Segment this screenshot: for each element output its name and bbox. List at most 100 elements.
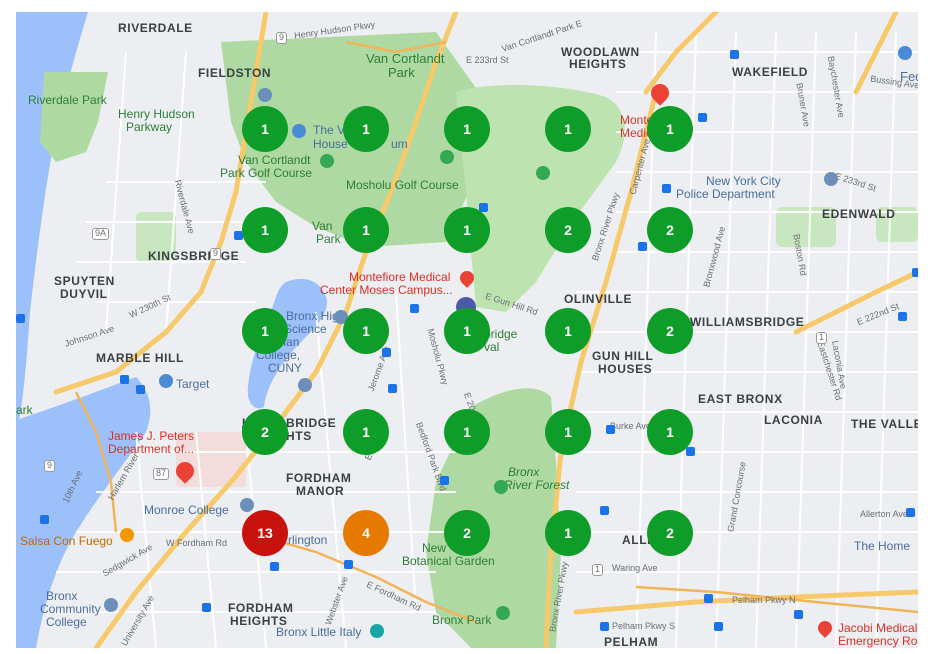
label-bronx-little-italy: Bronx Little Italy bbox=[276, 625, 362, 639]
cluster-marker[interactable]: 13 bbox=[242, 510, 288, 556]
transit-icon[interactable] bbox=[912, 268, 918, 277]
label-pelham: PELHAM bbox=[604, 635, 659, 648]
route-1-shield-top: 1 bbox=[816, 332, 828, 344]
transit-icon[interactable] bbox=[704, 594, 713, 603]
cluster-marker[interactable]: 1 bbox=[242, 308, 288, 354]
cluster-marker[interactable]: 2 bbox=[545, 207, 591, 253]
transit-icon[interactable] bbox=[794, 610, 803, 619]
golf-icon[interactable] bbox=[320, 154, 334, 168]
cluster-marker[interactable]: 1 bbox=[545, 510, 591, 556]
label-the-home: The Home bbox=[854, 539, 911, 553]
cluster-marker[interactable]: 1 bbox=[545, 106, 591, 152]
label-w-fordham-rd: W Fordham Rd bbox=[166, 538, 228, 548]
cluster-marker[interactable]: 2 bbox=[444, 510, 490, 556]
label-monroe-college: Monroe College bbox=[144, 503, 229, 517]
label-lehman-3: CUNY bbox=[268, 361, 303, 375]
label-van-park-2: Park bbox=[316, 232, 341, 246]
map-canvas[interactable]: RIVERDALE FIELDSTON Riverdale Park Henry… bbox=[16, 12, 918, 648]
transit-icon[interactable] bbox=[906, 508, 915, 517]
transit-icon[interactable] bbox=[40, 515, 49, 524]
attraction-icon[interactable] bbox=[370, 624, 384, 638]
label-pelham-pkwy-s: Pelham Pkwy S bbox=[612, 621, 676, 631]
label-allerton-ave: Allerton Ave bbox=[860, 509, 908, 519]
transit-icon[interactable] bbox=[638, 242, 647, 251]
cluster-marker[interactable]: 1 bbox=[647, 106, 693, 152]
cluster-marker[interactable]: 1 bbox=[343, 308, 389, 354]
transit-icon[interactable] bbox=[698, 113, 707, 122]
cluster-marker[interactable]: 1 bbox=[444, 409, 490, 455]
poi-icon[interactable] bbox=[898, 46, 912, 60]
label-new-botanical-1: New bbox=[422, 541, 447, 555]
transit-icon[interactable] bbox=[606, 425, 615, 434]
shopping-icon[interactable] bbox=[159, 374, 173, 388]
label-waring-ave: Waring Ave bbox=[612, 563, 658, 573]
transit-icon[interactable] bbox=[344, 560, 353, 569]
cluster-marker[interactable]: 1 bbox=[444, 308, 490, 354]
park-icon[interactable] bbox=[496, 606, 510, 620]
cluster-marker[interactable]: 1 bbox=[545, 409, 591, 455]
college-icon[interactable] bbox=[240, 498, 254, 512]
transit-icon[interactable] bbox=[120, 375, 129, 384]
school-icon[interactable] bbox=[258, 88, 272, 102]
cluster-marker[interactable]: 1 bbox=[242, 207, 288, 253]
college-icon[interactable] bbox=[104, 598, 118, 612]
label-williamsbridge: WILLIAMSBRIDGE bbox=[690, 315, 805, 329]
cluster-marker[interactable]: 1 bbox=[343, 207, 389, 253]
label-house-2: House bbox=[313, 137, 348, 151]
label-bronx-college-1: Bronx bbox=[46, 589, 78, 603]
cemetery-icon[interactable] bbox=[536, 166, 550, 180]
museum-icon[interactable] bbox=[292, 124, 306, 138]
route-9-shield-top: 9 bbox=[276, 32, 288, 44]
transit-icon[interactable] bbox=[600, 622, 609, 631]
park-icon[interactable] bbox=[494, 480, 508, 494]
cluster-marker[interactable]: 2 bbox=[647, 510, 693, 556]
transit-icon[interactable] bbox=[270, 562, 279, 571]
transit-icon[interactable] bbox=[16, 314, 25, 323]
golf-icon[interactable] bbox=[440, 150, 454, 164]
label-jacobi-1: Jacobi Medical bbox=[838, 621, 918, 635]
label-james-peters-2: Department of... bbox=[108, 442, 195, 456]
police-icon[interactable] bbox=[824, 172, 838, 186]
label-marble-hill: MARBLE HILL bbox=[96, 351, 184, 365]
label-fed: Fed bbox=[900, 69, 918, 84]
transit-icon[interactable] bbox=[479, 203, 488, 212]
transit-icon[interactable] bbox=[202, 603, 211, 612]
label-bronx-park: Bronx Park bbox=[432, 613, 492, 627]
cluster-marker[interactable]: 1 bbox=[444, 106, 490, 152]
transit-icon[interactable] bbox=[388, 384, 397, 393]
transit-icon[interactable] bbox=[600, 506, 609, 515]
transit-icon[interactable] bbox=[730, 50, 739, 59]
label-montefiore-moses-2: Center Moses Campus... bbox=[320, 283, 453, 297]
transit-icon[interactable] bbox=[234, 231, 243, 240]
pelham-parkway bbox=[573, 589, 918, 615]
transit-icon[interactable] bbox=[898, 312, 907, 321]
transit-icon[interactable] bbox=[662, 184, 671, 193]
transit-icon[interactable] bbox=[410, 304, 419, 313]
cluster-marker[interactable]: 1 bbox=[343, 106, 389, 152]
transit-icon[interactable] bbox=[714, 622, 723, 631]
label-bronx-high-1: Bronx High bbox=[286, 309, 346, 323]
label-vc-golf-2: Park Golf Course bbox=[220, 166, 313, 180]
label-fordham-heights-2: HEIGHTS bbox=[230, 614, 288, 628]
label-park-left: ark bbox=[16, 403, 33, 417]
restaurant-icon[interactable] bbox=[120, 528, 134, 542]
cluster-marker[interactable]: 4 bbox=[343, 510, 389, 556]
label-wakefield: WAKEFIELD bbox=[732, 65, 809, 79]
label-kingsbridge-heights-3: HTS bbox=[286, 429, 312, 443]
cluster-marker[interactable]: 2 bbox=[647, 207, 693, 253]
label-van-park-1: Van bbox=[312, 219, 333, 233]
transit-icon[interactable] bbox=[136, 385, 145, 394]
cluster-marker[interactable]: 1 bbox=[545, 308, 591, 354]
label-mosholu-golf: Mosholu Golf Course bbox=[346, 178, 459, 192]
transit-icon[interactable] bbox=[686, 447, 695, 456]
henry-hudson-parkway bbox=[53, 12, 269, 395]
cluster-marker[interactable]: 1 bbox=[343, 409, 389, 455]
college-icon[interactable] bbox=[298, 378, 312, 392]
cluster-marker[interactable]: 1 bbox=[444, 207, 490, 253]
cluster-marker[interactable]: 1 bbox=[242, 106, 288, 152]
cluster-marker[interactable]: 2 bbox=[647, 308, 693, 354]
cluster-marker[interactable]: 1 bbox=[647, 409, 693, 455]
cluster-marker[interactable]: 2 bbox=[242, 409, 288, 455]
transit-icon[interactable] bbox=[440, 476, 449, 485]
transit-icon[interactable] bbox=[382, 348, 391, 357]
